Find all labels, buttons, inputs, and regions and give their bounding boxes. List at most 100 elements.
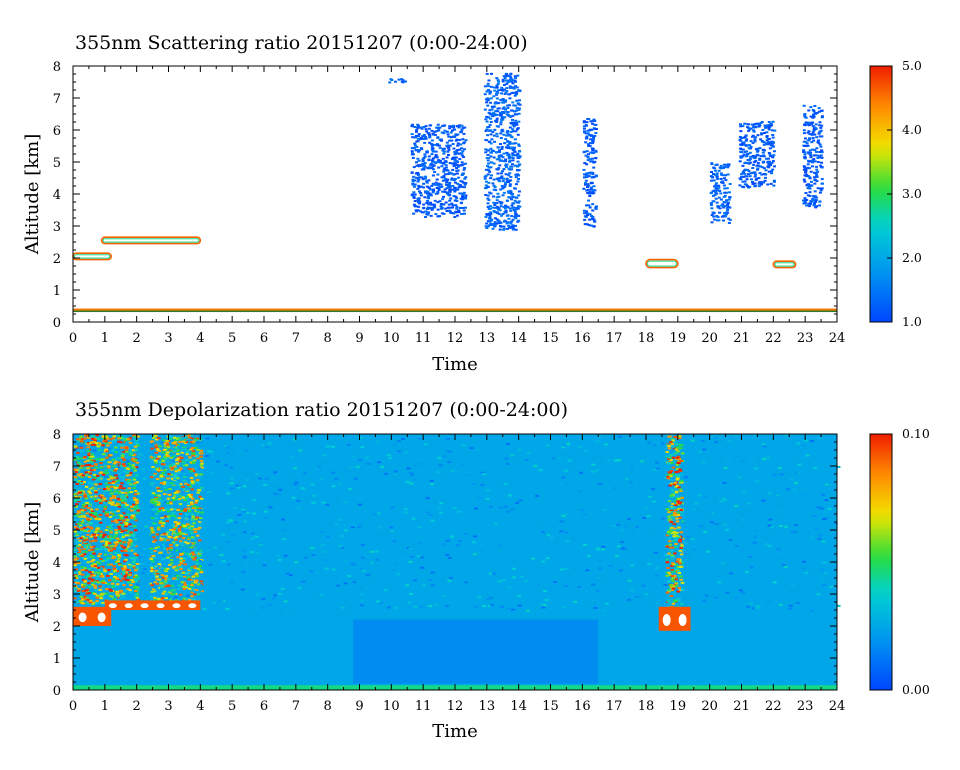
heatmap-cell [538,469,543,472]
heatmap-cell [116,529,120,532]
heatmap-cell [296,507,301,510]
heatmap-cell [268,506,273,509]
heatmap-cell [560,568,565,571]
heatmap-cell [452,195,456,198]
heatmap-cell [456,142,460,145]
heatmap-cell [749,146,753,149]
heatmap-cell [715,163,719,166]
heatmap-cell [489,155,493,158]
heatmap-cell [747,162,751,165]
heatmap-cell [771,145,775,148]
heatmap-cell [770,170,774,173]
heatmap-cell [222,512,227,515]
heatmap-cell [510,215,514,218]
heatmap-cell [242,531,247,534]
heatmap-cell [739,147,743,150]
heatmap-cell [128,533,133,536]
heatmap-cell [746,173,750,176]
heatmap-cell [804,171,808,174]
heatmap-cell [457,211,461,214]
heatmap-cell [590,181,594,184]
heatmap-cell [805,175,809,178]
heatmap-cell [703,530,708,533]
heatmap-cell [414,130,418,133]
heatmap-cell [743,172,747,175]
heatmap-cell [819,145,823,148]
heatmap-cell [738,135,742,138]
heatmap-cell [469,446,474,449]
heatmap-cell [371,565,376,568]
heatmap-cell [125,579,130,582]
heatmap-cell [225,607,230,610]
heatmap-cell [280,518,285,521]
heatmap-cell [460,130,464,133]
heatmap-cell [487,181,491,184]
heatmap-cell [425,150,429,153]
heatmap-cell [82,526,87,529]
heatmap-cell [255,473,260,476]
heatmap-cell [117,554,121,557]
heatmap-cell [107,447,112,450]
heatmap-cell [493,140,497,143]
heatmap-cell [119,579,123,582]
heatmap-cell [121,535,126,538]
heatmap-cell [83,437,87,440]
heatmap-cell [428,193,432,196]
heatmap-cell [417,190,421,193]
heatmap-cell [121,501,125,504]
heatmap-cell [199,519,203,522]
heatmap-cell [182,446,186,449]
heatmap-cell [188,508,193,511]
heatmap-cell [99,466,104,469]
heatmap-cell [751,135,755,138]
heatmap-cell [462,168,466,171]
heatmap-cell [90,530,94,533]
heatmap-cell [123,502,127,505]
heatmap-cell [405,481,410,484]
heatmap-cell [426,196,430,199]
heatmap-cell [129,483,133,486]
heatmap-cell [112,567,117,570]
x-tick-label: 13 [479,331,496,346]
heatmap-cell [502,225,506,228]
heatmap-cell [199,441,203,444]
heatmap-cell [135,578,140,581]
heatmap-cell [179,509,183,512]
heatmap-cell [547,589,552,592]
heatmap-cell [183,575,187,578]
heatmap-cell [726,204,730,207]
heatmap-cell [134,439,139,442]
heatmap-cell [135,474,139,477]
heatmap-cell [76,589,81,592]
heatmap-cell [394,606,399,609]
heatmap-cell [115,577,119,580]
heatmap-cell [592,166,596,169]
heatmap-cell [94,589,99,592]
heatmap-cell [272,480,277,483]
heatmap-cell [349,466,354,469]
heatmap-cell [187,510,192,513]
heatmap-cell [500,184,504,187]
heatmap-cell [815,147,819,150]
heatmap-cell [500,86,504,89]
heatmap-cell [591,190,595,193]
heatmap-cell [807,109,811,112]
heatmap-cell [498,200,502,203]
heatmap-cell [255,552,260,555]
heatmap-cell [115,584,119,587]
heatmap-cell [458,206,462,209]
heatmap-cell [590,192,594,195]
heatmap-cell [89,540,93,543]
heatmap-cell [226,541,231,544]
heatmap-cell [126,504,131,507]
heatmap-cell [121,570,126,573]
heatmap-cell [132,497,137,500]
heatmap-cell [510,118,514,121]
heatmap-cell [374,550,379,553]
heatmap-cell [165,467,169,470]
heatmap-cell [438,147,442,150]
heatmap-cell [808,187,812,190]
heatmap-cell [74,568,79,571]
heatmap-cell [353,477,358,480]
heatmap-cell [499,202,503,205]
